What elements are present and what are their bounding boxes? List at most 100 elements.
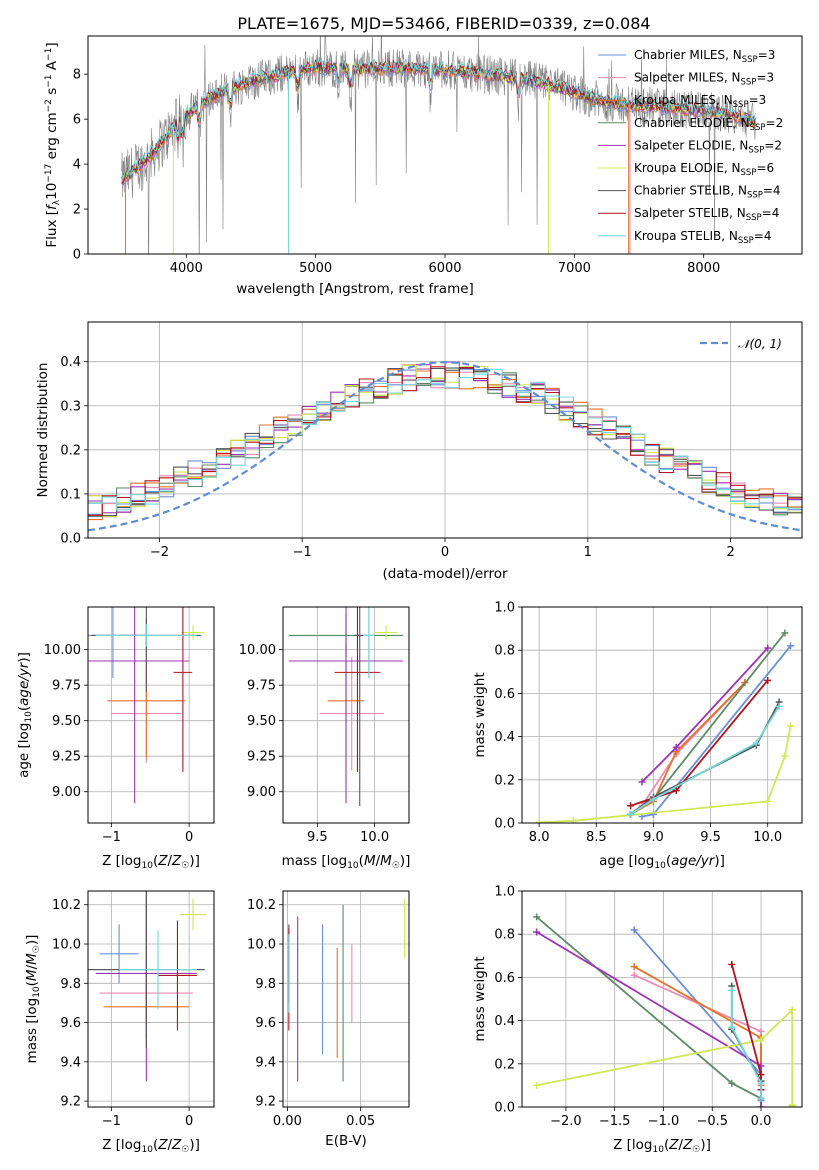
spectrum-legend-label: Chabrier STELIB, NSSP=4 xyxy=(634,184,781,201)
residuals-legend-label: 𝒩(0, 1) xyxy=(738,337,782,351)
spectrum-content xyxy=(121,36,756,254)
weight-vs-age-ytick-label: 0.6 xyxy=(494,687,515,702)
weight-vs-Z-ytick-label: 0.8 xyxy=(494,928,515,943)
figure-title: PLATE=1675, MJD=53466, FIBERID=0339, z=0… xyxy=(237,14,650,33)
weight-vs-age-series-line xyxy=(630,705,780,816)
mass-vs-EBV-ytick-label: 10.2 xyxy=(247,898,276,913)
age-vs-mass-xlabel: mass [log10(M/M☉)] xyxy=(282,853,411,871)
mass-vs-EBV-ytick-label: 9.8 xyxy=(255,977,276,992)
residuals-hist-step xyxy=(88,368,802,511)
age-vs-mass-xtick-label: 10.0 xyxy=(360,830,389,845)
spectrum-ytick-label: 8 xyxy=(73,68,81,83)
weight-vs-age-ytick-label: 0.2 xyxy=(494,773,515,788)
mass-vs-Z-content xyxy=(88,891,207,1082)
spectrum-ytick-label: 6 xyxy=(73,113,81,128)
mass-vs-EBV-xlabel: E(B-V) xyxy=(325,1133,367,1149)
mass-vs-Z-xlabel: Z [log10(Z/Z☉)] xyxy=(102,1137,200,1155)
weight-vs-age-frame: 8.0 8.5 9.0 9.5 10.0 0.0 0.2 0.4 0.6 0.8 1.0 mass w… xyxy=(472,601,803,871)
residuals-xlabel: (data-model)/error xyxy=(382,566,508,582)
residuals-content xyxy=(88,361,802,532)
spectrum-xtick-label: 8000 xyxy=(687,261,720,276)
age-vs-Z-ytick-label: 9.00 xyxy=(52,785,81,800)
weight-vs-age-spines xyxy=(521,606,803,824)
spectrum-model-line xyxy=(121,58,756,182)
spectrum-xlabel: wavelength [Angstrom, rest frame] xyxy=(236,281,474,297)
residuals-grid xyxy=(88,322,802,539)
age-vs-Z-ytick-label: 9.50 xyxy=(52,714,81,729)
residuals-xtick-label: 1 xyxy=(584,545,592,560)
weight-vs-age-grid xyxy=(522,606,802,824)
spectrum-model-line xyxy=(121,59,756,184)
age-vs-Z-spines xyxy=(87,606,215,824)
weight-vs-Z-ytick-label: 0.4 xyxy=(494,1014,515,1029)
mass-vs-EBV-ytick-label: 9.2 xyxy=(255,1095,276,1110)
age-vs-Z-axes: −1 0 9.00 9.25 9.50 9.75 10.00 Z [log10(Z/Z☉)] a… xyxy=(16,606,215,871)
weight-vs-Z-xtick-label: −1.0 xyxy=(648,1114,680,1129)
age-vs-mass-ytick-label: 9.50 xyxy=(247,714,276,729)
age-vs-mass-axes: 9.5 10.0 9.00 9.25 9.50 9.75 10.00 mass [log10(… xyxy=(239,606,411,871)
weight-vs-age-xlabel: age [log10(age/yr)] xyxy=(599,853,725,871)
age-vs-Z-ytick-label: 9.75 xyxy=(52,679,81,694)
residuals-ytick-label: 0.4 xyxy=(60,355,81,370)
weight-vs-age-series-line xyxy=(641,647,769,783)
age-vs-Z-content xyxy=(88,607,205,804)
age-vs-Z-ytick-label: 9.25 xyxy=(52,750,81,765)
spectrum-axes: 4000 5000 6000 7000 8000 0 2 4 6 8 wavelength [Ang… xyxy=(44,35,803,297)
mass-vs-Z-grid xyxy=(88,891,214,1107)
spectrum-ylabel: Flux [fλ10−17 erg cm−2 s−1 A−1] xyxy=(44,42,62,247)
spectrum-xtick-label: 6000 xyxy=(428,261,461,276)
weight-vs-age-xtick-label: 8.0 xyxy=(529,830,550,845)
weight-vs-Z-series-line xyxy=(633,974,762,1099)
weight-vs-Z-series-line xyxy=(633,965,762,1099)
residuals-ylabel: Normed distribution xyxy=(35,363,51,498)
mass-vs-EBV-grid xyxy=(283,891,409,1107)
weight-vs-Z-spines xyxy=(521,890,803,1108)
spectrum-ytick-label: 2 xyxy=(73,203,81,218)
age-vs-Z-xlabel: Z [log10(Z/Z☉)] xyxy=(102,853,200,871)
spectrum-ytick-label: 4 xyxy=(73,158,81,173)
mass-vs-Z-ytick-label: 10.0 xyxy=(52,938,81,953)
mass-vs-Z-ytick-label: 10.2 xyxy=(52,898,81,913)
residuals-frame: −2 −1 0 1 2 0.0 0.1 0.2 0.3 0.4 𝒩(0, 1) (data-model… xyxy=(35,321,803,582)
weight-vs-Z-xtick-label: −2.0 xyxy=(550,1114,582,1129)
weight-vs-age-ytick-label: 1.0 xyxy=(494,601,515,616)
weight-vs-Z-ylabel: mass weight xyxy=(472,956,488,1041)
spectrum-xtick-label: 7000 xyxy=(558,261,591,276)
age-vs-Z-ytick-label: 10.00 xyxy=(44,643,81,658)
age-vs-mass-frame: 9.5 10.0 9.00 9.25 9.50 9.75 10.00 mass [log10(… xyxy=(239,606,411,871)
weight-vs-Z-ytick-label: 0.2 xyxy=(494,1057,515,1072)
weight-vs-age-series-line xyxy=(630,681,746,816)
weight-vs-Z-ytick-label: 0.6 xyxy=(494,971,515,986)
weight-vs-age-series-line xyxy=(539,725,792,823)
weight-vs-Z-xtick-label: −0.5 xyxy=(696,1114,728,1129)
weight-vs-age-xtick-label: 9.0 xyxy=(643,830,664,845)
mass-vs-Z-ytick-label: 9.2 xyxy=(60,1095,81,1110)
plots-group: 4000 5000 6000 7000 8000 0 2 4 6 8 wavelength [Ang… xyxy=(16,35,803,1155)
age-vs-mass-ytick-label: 9.00 xyxy=(247,785,276,800)
weight-vs-Z-xtick-label: −1.5 xyxy=(599,1114,631,1129)
weight-vs-Z-frame: −2.0 −1.5 −1.0 −0.5 0.0 0.0 0.2 0.4 0.6 0.8 1.0 mas… xyxy=(472,885,803,1155)
weight-vs-age-xtick-label: 10.0 xyxy=(753,830,782,845)
mass-vs-EBV-ytick-label: 9.6 xyxy=(255,1016,276,1031)
weight-vs-Z-series-line xyxy=(730,990,762,1099)
spectrum-xtick-label: 5000 xyxy=(299,261,332,276)
mass-vs-Z-frame: −1 0 9.2 9.4 9.6 9.8 10.0 10.2 Z [log10(Z/Z☉)] ma… xyxy=(24,890,215,1155)
weight-vs-age-axes: 8.0 8.5 9.0 9.5 10.0 0.0 0.2 0.4 0.6 0.8 1.0 mass w… xyxy=(472,601,803,871)
spectrum-ytick-label: 0 xyxy=(73,248,81,263)
age-vs-mass-xtick-label: 9.5 xyxy=(307,830,328,845)
mass-vs-Z-ylabel: mass [log10(M/M☉)] xyxy=(24,935,42,1064)
weight-vs-age-ylabel: mass weight xyxy=(472,672,488,757)
weight-vs-Z-ytick-label: 0.0 xyxy=(494,1101,515,1116)
age-vs-Z-xtick-label: −1 xyxy=(102,830,121,845)
residuals-xtick-label: 2 xyxy=(726,545,734,560)
mass-vs-EBV-frame: 0.00 0.05 9.2 9.4 9.6 9.8 10.0 10.2 E(B-V) xyxy=(247,890,410,1149)
spectrum-legend-label: Kroupa STELIB, NSSP=4 xyxy=(634,229,772,246)
spectrum-legend-label: Salpeter MILES, NSSP=3 xyxy=(634,71,774,88)
mass-vs-Z-ytick-label: 9.8 xyxy=(60,977,81,992)
mass-vs-Z-spines xyxy=(87,890,215,1108)
age-vs-mass-ytick-label: 9.75 xyxy=(247,679,276,694)
spectrum-legend-label: Salpeter ELODIE, NSSP=2 xyxy=(634,138,782,155)
weight-vs-Z-xlabel: Z [log10(Z/Z☉)] xyxy=(613,1137,711,1155)
weight-vs-Z-xtick-label: 0.0 xyxy=(751,1114,772,1129)
